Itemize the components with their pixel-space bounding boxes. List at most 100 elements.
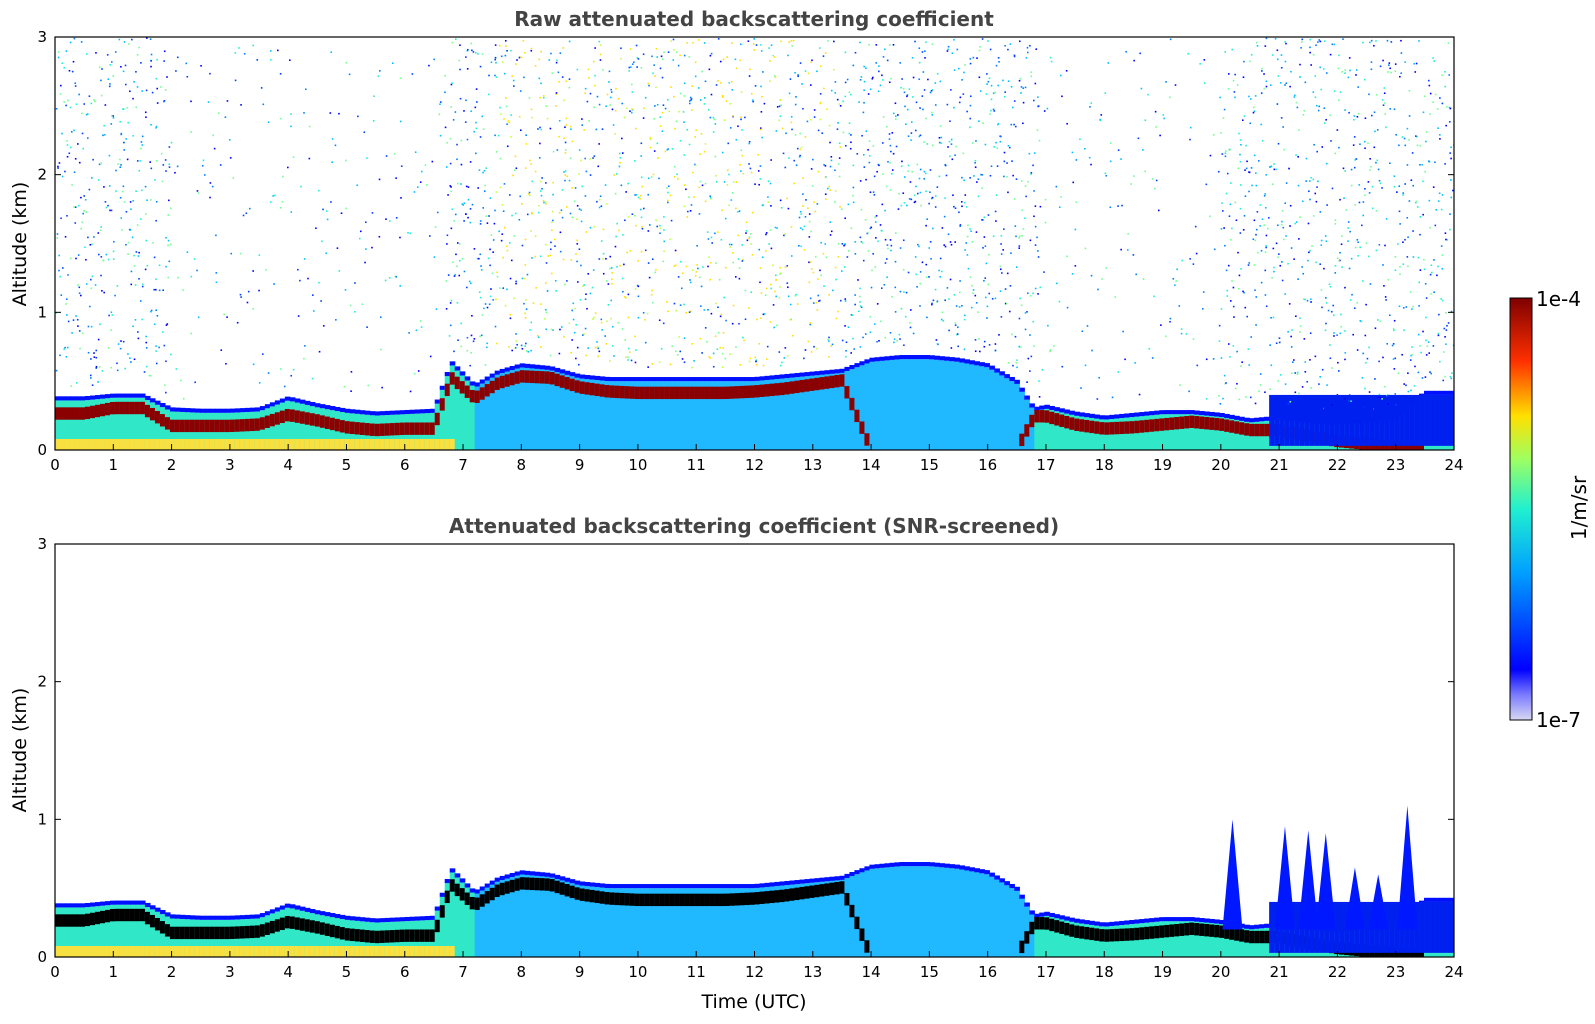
top-noise-pixel [538, 58, 541, 61]
top-noise-pixel [661, 111, 664, 114]
bottom-peak-band [59, 914, 66, 927]
bottom-layer-top [774, 881, 781, 887]
bottom-layer-column [944, 867, 950, 957]
top-peak-band [164, 417, 171, 430]
top-noise-pixel [914, 256, 917, 258]
top-layer-top [219, 408, 226, 413]
top-noise-pixel [946, 50, 949, 52]
top-noise-pixel [596, 200, 598, 203]
top-layer-top [1024, 395, 1030, 400]
top-layer-column [544, 369, 551, 450]
bottom-layer-top [139, 900, 146, 905]
top-layer-top [1034, 406, 1040, 411]
top-noise-pixel [659, 232, 661, 235]
top-noise-pixel [525, 342, 527, 345]
top-noise-pixel [1344, 330, 1346, 332]
top-layer-column [584, 379, 591, 450]
bottom-surface-band [174, 945, 181, 957]
top-noise-pixel [596, 95, 599, 98]
top-noise-pixel [668, 110, 671, 113]
top-noise-pixel [72, 60, 75, 63]
bottom-layer-column [454, 877, 461, 957]
top-noise-pixel [862, 111, 865, 114]
bottom-peak-band [634, 893, 641, 907]
top-noise-pixel [969, 62, 972, 65]
top-noise-pixel [1440, 208, 1443, 211]
top-noise-pixel [697, 87, 700, 89]
top-noise-pixel [1220, 308, 1223, 310]
top-noise-pixel [1133, 59, 1135, 62]
top-noise-pixel [163, 60, 165, 62]
top-peak-band [1104, 422, 1110, 435]
bottom-layer-top [419, 916, 426, 921]
top-noise-pixel [90, 325, 93, 328]
top-late-layer [1314, 394, 1320, 446]
top-noise-pixel [166, 76, 168, 78]
top-noise-pixel [1333, 90, 1336, 92]
top-noise-pixel [1264, 391, 1266, 394]
top-noise-pixel [485, 215, 488, 217]
bottom-layer-top [1034, 913, 1040, 918]
top-noise-pixel [902, 268, 905, 271]
bottom-surface-band [224, 945, 231, 957]
top-noise-pixel [270, 50, 272, 52]
top-peak-band [819, 377, 826, 390]
top-noise-pixel [186, 75, 189, 78]
top-noise-pixel [962, 93, 965, 95]
top-noise-pixel [1226, 295, 1229, 297]
top-layer-top [694, 377, 701, 382]
top-noise-pixel [912, 76, 915, 79]
top-noise-pixel [156, 87, 159, 90]
top-noise-pixel [1368, 255, 1370, 258]
top-noise-pixel [605, 257, 607, 260]
top-late-layer [1334, 394, 1340, 446]
bottom-peak-band [604, 892, 611, 905]
top-noise-pixel [215, 281, 218, 284]
top-noise-pixel [1428, 84, 1431, 87]
bottom-layer-top [844, 873, 851, 879]
top-noise-pixel [718, 278, 721, 281]
top-noise-pixel [1244, 169, 1246, 171]
top-layer-top [469, 381, 476, 386]
top-noise-pixel [1333, 332, 1335, 334]
top-surface-band [199, 438, 206, 450]
top-noise-pixel [566, 175, 569, 178]
top-noise-pixel [928, 247, 931, 249]
top-noise-pixel [1299, 216, 1301, 218]
top-noise-pixel [576, 204, 579, 207]
top-noise-pixel [155, 200, 158, 203]
top-noise-pixel [1344, 109, 1346, 111]
top-noise-pixel [568, 322, 571, 325]
bottom-peak-band [389, 930, 396, 943]
top-layer-column [509, 370, 516, 450]
bottom-peak-band [284, 915, 291, 929]
top-layer-column [139, 397, 146, 450]
top-noise-pixel [252, 363, 255, 366]
top-noise-pixel [1212, 358, 1215, 360]
top-noise-pixel [1349, 230, 1351, 233]
bottom-layer-column [619, 888, 626, 957]
top-noise-pixel [524, 312, 526, 315]
bottom-layer-top [249, 914, 256, 919]
top-noise-pixel [1294, 94, 1296, 97]
top-noise-pixel [787, 207, 790, 210]
top-noise-pixel [145, 239, 148, 242]
top-layer-top [1139, 412, 1145, 417]
top-noise-pixel [1284, 202, 1287, 205]
top-noise-pixel [494, 44, 497, 46]
top-noise-pixel [581, 118, 583, 120]
bottom-layer-top [1014, 886, 1020, 891]
top-noise-pixel [1030, 173, 1032, 175]
top-noise-pixel [1203, 59, 1206, 61]
top-noise-pixel [647, 230, 650, 232]
top-noise-pixel [1026, 381, 1028, 383]
bottom-layer-column [284, 907, 291, 957]
top-noise-pixel [494, 56, 497, 59]
top-noise-pixel [57, 56, 60, 59]
top-noise-pixel [539, 142, 541, 145]
bottom-layer-top [119, 900, 126, 905]
top-layer-top [284, 396, 291, 401]
top-noise-pixel [1049, 349, 1052, 351]
top-noise-pixel [857, 279, 859, 281]
bottom-surface-band [154, 945, 161, 957]
